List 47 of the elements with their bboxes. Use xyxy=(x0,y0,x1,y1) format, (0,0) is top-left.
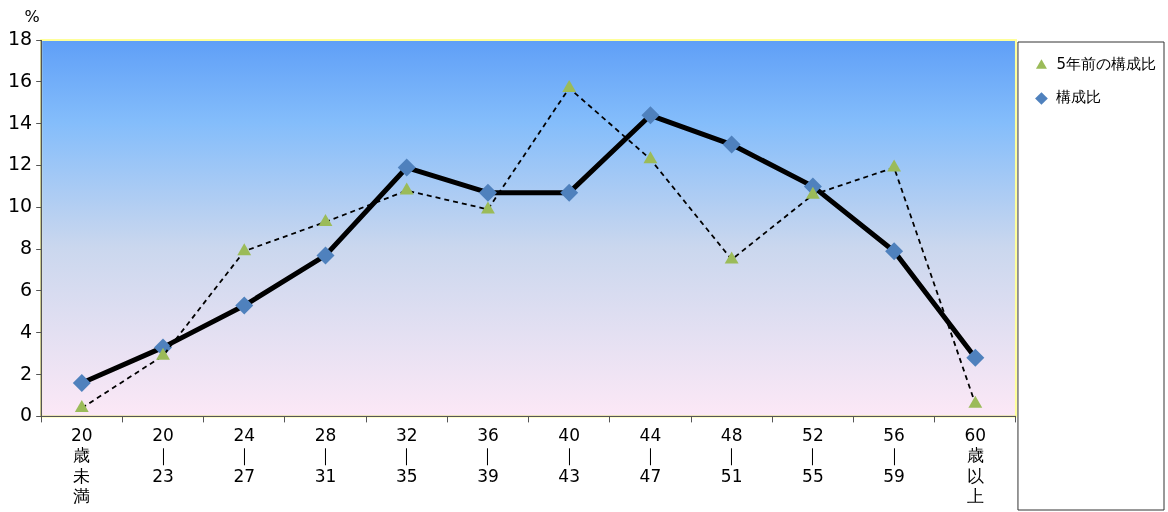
point xyxy=(966,348,985,367)
point xyxy=(481,201,495,214)
y-tick-label: 8 xyxy=(20,236,33,259)
point xyxy=(805,186,820,199)
legend-label: 5年前の構成比 xyxy=(1056,55,1156,74)
point xyxy=(72,373,91,392)
point xyxy=(235,296,254,315)
point xyxy=(74,400,89,413)
point xyxy=(560,183,579,202)
x-tick-label: 32｜35 xyxy=(395,425,418,486)
point xyxy=(156,347,170,360)
y-tick-label: 10 xyxy=(7,194,33,217)
point xyxy=(318,213,333,226)
point xyxy=(316,246,335,265)
y-axis-title: % xyxy=(24,7,40,27)
legend-label: 構成比 xyxy=(1056,88,1102,107)
x-tick-label: 20｜23 xyxy=(152,425,174,486)
point xyxy=(397,158,416,177)
x-tick-label: 28｜31 xyxy=(314,425,337,486)
point xyxy=(887,159,902,172)
y-tick-label: 14 xyxy=(7,110,33,133)
y-tick-label: 18 xyxy=(7,26,33,49)
y-tick-label: 2 xyxy=(20,361,33,384)
y-tick-label: 4 xyxy=(20,319,33,342)
x-tick-label: 56｜59 xyxy=(883,425,905,486)
point xyxy=(643,151,658,164)
y-tick-label: 12 xyxy=(7,152,33,175)
point xyxy=(237,243,252,256)
point xyxy=(968,395,983,408)
point xyxy=(562,80,577,93)
x-tick-label: 60歳以上 xyxy=(964,425,987,507)
x-tick-label: 48｜51 xyxy=(720,425,743,486)
y-tick-label: 6 xyxy=(20,277,33,300)
x-tick-label: 44｜47 xyxy=(639,425,662,486)
point xyxy=(724,251,739,264)
y-tick-label: 16 xyxy=(7,68,33,91)
y-tick-label: 0 xyxy=(20,403,33,426)
x-tick-label: 36｜39 xyxy=(477,425,499,486)
point xyxy=(722,135,741,154)
point xyxy=(478,183,497,202)
point xyxy=(641,106,660,125)
x-tick-label: 40｜43 xyxy=(558,425,580,486)
x-tick-label: 24｜27 xyxy=(233,425,256,486)
point xyxy=(399,182,414,195)
x-tick-label: 20歳未満 xyxy=(70,425,93,507)
x-tick-label: 52｜55 xyxy=(802,425,824,486)
point xyxy=(885,242,904,261)
